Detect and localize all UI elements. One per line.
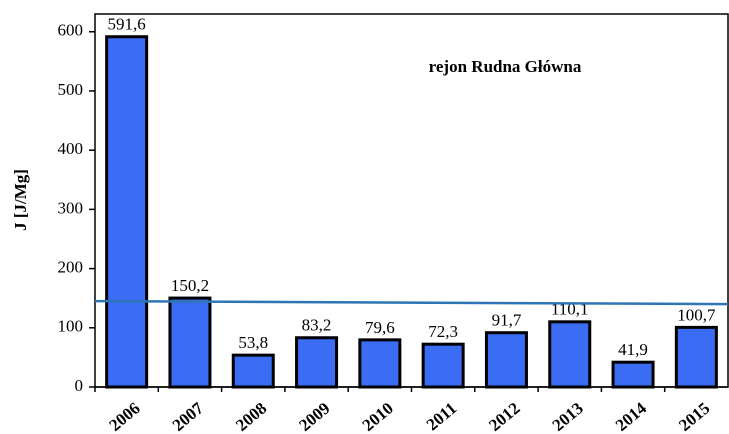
y-tick-label: 600 [58, 21, 84, 40]
x-tick-label: 2015 [675, 399, 713, 434]
bar [421, 342, 465, 389]
y-tick-label: 200 [58, 257, 84, 276]
y-axis-title: J [J/Mg] [11, 169, 30, 231]
value-label: 72,3 [428, 322, 458, 341]
x-tick-label: 2008 [232, 399, 270, 434]
bar [548, 320, 592, 389]
x-tick-label: 2006 [105, 399, 143, 434]
x-tick-label: 2014 [612, 398, 651, 434]
bar [611, 360, 655, 389]
x-tick-label: 2007 [169, 398, 208, 434]
bar [168, 296, 212, 389]
y-tick-label: 400 [58, 139, 84, 158]
value-label: 150,2 [171, 276, 209, 295]
x-tick-label: 2013 [549, 399, 587, 434]
value-label: 41,9 [618, 340, 648, 359]
value-label: 91,7 [492, 311, 522, 330]
value-label: 100,7 [677, 305, 716, 324]
bar [358, 338, 402, 389]
annotation: rejon Rudna Główna [429, 57, 582, 76]
bar [484, 331, 528, 389]
bar [231, 353, 275, 389]
value-label: 83,2 [302, 316, 332, 335]
x-tick-label: 2010 [359, 399, 397, 434]
bar [674, 325, 718, 389]
bar [295, 336, 339, 389]
bar [105, 35, 149, 389]
y-tick-label: 100 [58, 317, 84, 336]
y-tick-label: 500 [58, 80, 84, 99]
trend-line [94, 299, 729, 306]
y-tick-label: 300 [58, 198, 84, 217]
y-tick-label: 0 [75, 376, 84, 395]
value-label: 53,8 [238, 333, 268, 352]
x-tick-label: 2011 [423, 399, 461, 434]
x-tick-label: 2009 [295, 399, 333, 434]
x-tick-label: 2012 [485, 399, 523, 434]
value-label: 79,6 [365, 318, 395, 337]
value-label: 591,6 [108, 15, 146, 34]
